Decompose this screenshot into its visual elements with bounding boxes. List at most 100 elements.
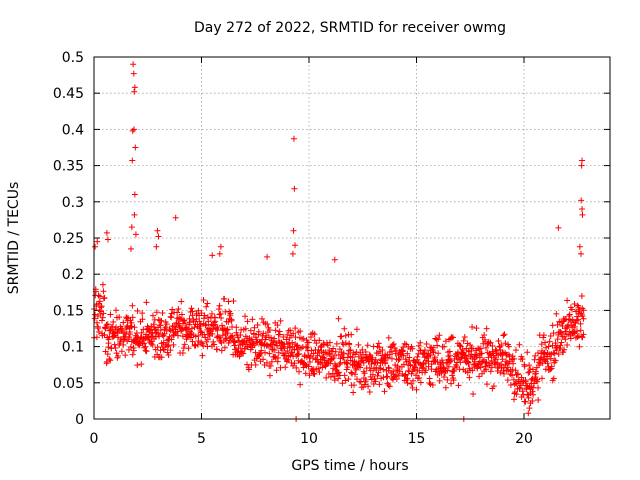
data-point bbox=[379, 347, 386, 354]
data-point bbox=[382, 359, 389, 366]
data-point bbox=[417, 339, 424, 346]
data-point bbox=[369, 354, 376, 361]
data-point bbox=[333, 340, 340, 347]
data-point bbox=[107, 311, 114, 318]
data-point-highlight bbox=[525, 410, 532, 417]
data-point bbox=[158, 317, 165, 324]
data-point bbox=[403, 358, 410, 365]
y-axis-label: SRMTID / TECUs bbox=[6, 182, 22, 295]
data-point-highlight bbox=[289, 250, 296, 257]
data-point bbox=[426, 375, 433, 382]
data-point bbox=[402, 372, 409, 379]
data-point bbox=[355, 341, 362, 348]
data-point bbox=[304, 344, 311, 351]
data-point bbox=[291, 346, 298, 353]
data-point bbox=[554, 321, 561, 328]
data-point bbox=[431, 356, 438, 363]
data-point bbox=[233, 324, 240, 331]
data-point bbox=[416, 375, 423, 382]
y-tick-label: 0.25 bbox=[53, 231, 84, 247]
data-point bbox=[336, 346, 343, 353]
data-point bbox=[208, 310, 215, 317]
data-point bbox=[376, 344, 383, 351]
data-point bbox=[251, 342, 258, 349]
data-point bbox=[554, 336, 561, 343]
data-point bbox=[408, 380, 415, 387]
data-point bbox=[576, 343, 583, 350]
data-point-highlight bbox=[526, 405, 533, 412]
data-point bbox=[365, 383, 372, 390]
data-point bbox=[407, 362, 414, 369]
data-point bbox=[272, 353, 279, 360]
data-point bbox=[577, 327, 584, 334]
data-point bbox=[360, 368, 367, 375]
data-point bbox=[548, 363, 555, 370]
data-point bbox=[290, 362, 297, 369]
data-point bbox=[360, 359, 367, 366]
data-point bbox=[99, 314, 106, 321]
data-point bbox=[366, 351, 373, 358]
y-tick-label: 0.05 bbox=[53, 376, 84, 392]
data-point bbox=[469, 324, 476, 331]
data-point bbox=[175, 306, 182, 313]
data-point bbox=[262, 349, 269, 356]
data-point bbox=[435, 350, 442, 357]
data-point bbox=[252, 361, 259, 368]
data-point bbox=[104, 321, 111, 328]
data-point bbox=[225, 318, 232, 325]
y-tick-label: 0.5 bbox=[62, 50, 84, 66]
data-point bbox=[390, 376, 397, 383]
data-point bbox=[102, 325, 109, 332]
data-point bbox=[396, 355, 403, 362]
x-tick-label: 20 bbox=[515, 431, 533, 447]
data-point bbox=[188, 305, 195, 312]
y-tick-label: 0.45 bbox=[53, 86, 84, 102]
data-point bbox=[235, 345, 242, 352]
data-point bbox=[425, 363, 432, 370]
data-point bbox=[336, 361, 343, 368]
data-point bbox=[101, 331, 108, 338]
data-point bbox=[504, 377, 511, 384]
data-point bbox=[542, 339, 549, 346]
x-tick-label: 5 bbox=[197, 431, 206, 447]
data-point bbox=[260, 356, 267, 363]
data-point bbox=[216, 334, 223, 341]
data-point bbox=[436, 377, 443, 384]
data-point bbox=[404, 375, 411, 382]
data-point bbox=[557, 342, 564, 349]
data-point-highlight bbox=[155, 233, 162, 240]
data-point bbox=[362, 349, 369, 356]
data-point bbox=[354, 376, 361, 383]
data-point-highlight bbox=[94, 238, 101, 245]
y-tick-label: 0.1 bbox=[62, 340, 84, 356]
data-point bbox=[138, 361, 145, 368]
data-point-highlight bbox=[132, 144, 139, 151]
data-point bbox=[216, 302, 223, 309]
data-point bbox=[333, 363, 340, 370]
data-point bbox=[100, 310, 107, 317]
data-point bbox=[139, 310, 146, 317]
data-point bbox=[487, 339, 494, 346]
data-point bbox=[191, 324, 198, 331]
data-point bbox=[106, 327, 113, 334]
data-point bbox=[200, 315, 207, 322]
data-point bbox=[463, 355, 470, 362]
data-point bbox=[422, 367, 429, 374]
data-point bbox=[97, 311, 104, 318]
data-point bbox=[295, 368, 302, 375]
data-point bbox=[247, 327, 254, 334]
data-point bbox=[129, 314, 136, 321]
data-point bbox=[565, 321, 572, 328]
data-point bbox=[129, 302, 136, 309]
data-point bbox=[575, 332, 582, 339]
data-point bbox=[465, 359, 472, 366]
data-point bbox=[273, 342, 280, 349]
data-point bbox=[526, 362, 533, 369]
data-point bbox=[389, 341, 396, 348]
data-point bbox=[417, 379, 424, 386]
data-point bbox=[529, 388, 536, 395]
data-point bbox=[500, 370, 507, 377]
data-point bbox=[149, 341, 156, 348]
data-point bbox=[96, 307, 103, 314]
data-point bbox=[393, 375, 400, 382]
